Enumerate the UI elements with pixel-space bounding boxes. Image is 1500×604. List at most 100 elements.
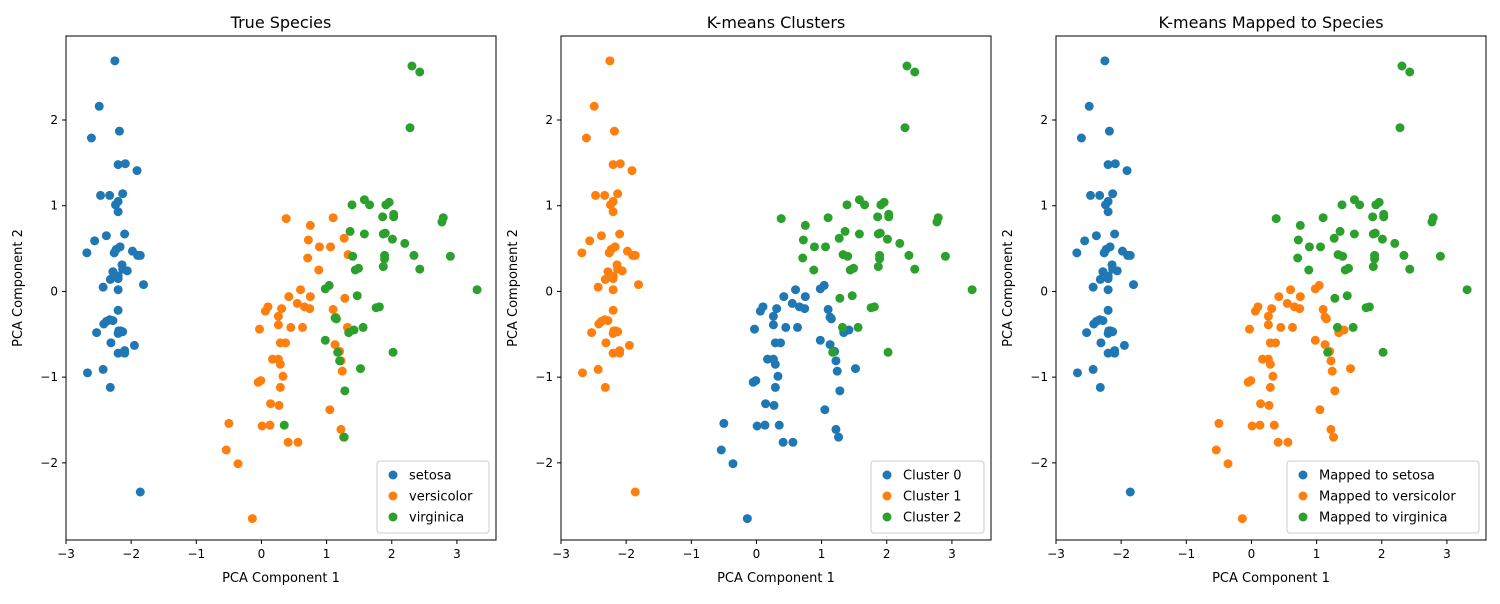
data-point [108,316,118,326]
data-point [578,368,587,378]
data-point [105,190,115,200]
x-tick-label: −1 [187,547,205,561]
legend: Cluster 0 Cluster 1 Cluster 2 [870,460,985,534]
data-point [882,234,892,244]
data-point [1435,251,1445,261]
data-point [275,382,285,392]
data-point [798,235,808,245]
data-point [624,340,634,350]
data-point [1293,253,1303,263]
data-point [1327,366,1337,376]
data-point [634,280,644,290]
data-point [719,418,729,428]
data-point [1282,298,1292,308]
data-point [1088,282,1098,292]
data-point [1243,377,1253,387]
data-point [1265,359,1275,369]
data-point [774,420,784,430]
data-point [1247,421,1257,431]
legend-box [1286,460,1480,534]
data-point [1095,382,1105,392]
data-point [247,514,257,524]
data-point [303,235,313,245]
data-point [380,254,390,264]
data-point [305,220,315,230]
data-point [355,364,365,374]
data-point [339,432,349,442]
data-point [835,386,845,396]
x-tick-label: −1 [682,547,700,561]
data-point [600,190,610,200]
x-axis-label: PCA Component 1 [717,571,835,586]
data-point [596,231,606,241]
data-point [86,133,96,143]
x-tick-label: −2 [122,547,140,561]
data-point [83,368,92,378]
data-point [1096,338,1106,348]
data-point [1103,328,1113,338]
data-point [1084,101,1094,111]
x-tick-label: −3 [57,547,75,561]
data-point [1318,213,1328,223]
legend-box [376,460,490,534]
data-point [445,251,455,261]
legend-marker [882,512,892,522]
x-tick-label: −3 [1047,547,1065,561]
data-point [823,304,833,314]
data-point [90,236,100,246]
data-point [617,266,627,276]
data-point [832,366,842,376]
data-point [1329,233,1339,243]
data-point [815,335,825,345]
data-point [1355,200,1365,210]
data-point [109,248,119,258]
data-point [600,274,610,284]
data-point [296,285,306,295]
data-point [1283,437,1293,447]
data-point [1104,126,1114,136]
data-point [257,421,267,431]
data-point [615,159,625,169]
data-point [110,56,120,66]
data-point [869,302,879,312]
data-point [292,298,302,308]
data-point [1349,229,1359,239]
data-point [415,67,425,77]
data-point [776,214,786,224]
data-point [840,226,850,236]
data-point [253,377,263,387]
data-point [800,304,810,314]
data-point [873,212,883,222]
x-tick-label: −2 [1112,547,1130,561]
panel-title: K-means Clusters [707,13,846,32]
data-point [352,291,362,301]
data-point [1295,220,1305,230]
data-point [1427,217,1437,227]
data-point [589,101,599,111]
data-point [910,67,920,77]
data-point [1462,285,1472,295]
legend-label: Mapped to versicolor [1319,490,1456,505]
data-point [389,212,399,222]
data-point [374,302,384,312]
data-point [1255,420,1265,430]
x-tick-label: 2 [1378,547,1386,561]
data-point [1368,212,1378,222]
series-mapped-to-setosa [1072,56,1139,497]
data-point [768,311,778,321]
data-point [340,386,350,396]
data-point [266,399,276,409]
y-axis-label: PCA Component 2 [11,229,26,347]
data-point [1330,293,1340,303]
data-point [835,293,845,303]
data-point [1129,280,1139,290]
data-point [845,265,855,275]
data-point [330,340,340,350]
data-point [135,250,145,260]
data-point [348,251,358,261]
data-point [339,233,349,243]
y-tick-label: 0 [545,284,553,298]
data-point [1125,487,1135,497]
data-point [113,348,123,358]
data-point [378,229,388,239]
